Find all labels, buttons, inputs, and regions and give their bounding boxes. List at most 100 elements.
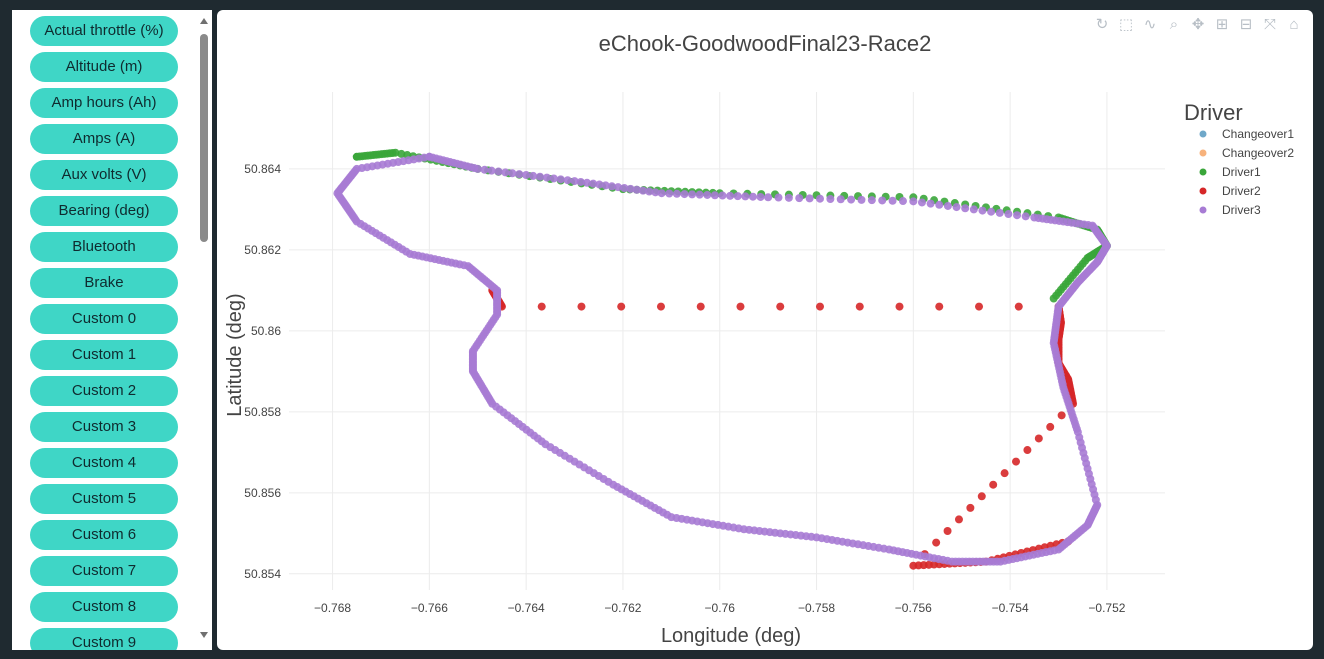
legend-label: Changeover1 xyxy=(1222,127,1294,141)
variable-button[interactable]: Custom 5 xyxy=(30,484,178,514)
data-point xyxy=(620,184,629,193)
data-point xyxy=(952,203,961,212)
x-tick-label: −0.758 xyxy=(798,601,835,615)
track-map-chart[interactable]: −0.768 −0.766 −0.764 −0.762 −0.76 −0.758 −0.75… xyxy=(217,10,1313,650)
pan-icon[interactable]: ✥ xyxy=(1191,16,1205,33)
legend-item[interactable]: Driver1 xyxy=(1199,165,1261,179)
variable-button[interactable]: Custom 3 xyxy=(30,412,178,442)
variable-button[interactable]: Custom 4 xyxy=(30,448,178,478)
series-driver1[interactable] xyxy=(352,148,1111,303)
data-point xyxy=(651,188,660,197)
variable-button[interactable]: Amp hours (Ah) xyxy=(30,88,178,118)
zoom-out-icon[interactable]: ⊟ xyxy=(1239,16,1253,33)
data-point xyxy=(826,195,835,204)
zoom-in-icon[interactable]: ⊞ xyxy=(1215,16,1229,33)
plot-modebar: ↻ ⬚ ∿ ⌕ ✥ ⊞ ⊟ ⤧ ⌂ xyxy=(1093,16,1303,34)
box-select-icon[interactable]: ⬚ xyxy=(1118,16,1134,33)
legend-marker xyxy=(1199,206,1207,214)
scroll-up-arrow-icon[interactable] xyxy=(200,18,208,24)
variable-button[interactable]: Bearing (deg) xyxy=(30,196,178,226)
data-point xyxy=(582,178,591,187)
data-point xyxy=(733,192,742,201)
legend-label: Driver2 xyxy=(1222,184,1261,198)
x-tick-label: −0.764 xyxy=(508,601,545,615)
data-point xyxy=(1000,469,1009,478)
series-driver2[interactable] xyxy=(488,286,1078,570)
data-point xyxy=(987,207,996,216)
data-point xyxy=(935,302,944,311)
data-point xyxy=(836,195,845,204)
chart-legend: Driver Changeover1 Changeover2 Driver1 Driv… xyxy=(1184,100,1294,217)
y-tick-label: 50.858 xyxy=(244,405,281,419)
data-point xyxy=(589,179,598,188)
data-point xyxy=(857,195,866,204)
autoscale-icon[interactable]: ⤧ xyxy=(1263,16,1276,33)
data-point xyxy=(975,302,984,311)
data-point xyxy=(672,189,681,198)
variable-sidebar: Actual throttle (%) Altitude (m) Amp hours… xyxy=(12,10,212,650)
data-point xyxy=(969,205,978,214)
data-point xyxy=(932,538,941,547)
legend-item[interactable]: Driver3 xyxy=(1199,203,1261,217)
data-point xyxy=(847,195,856,204)
data-point xyxy=(954,515,963,524)
data-point xyxy=(696,302,705,311)
variable-button[interactable]: Custom 1 xyxy=(30,340,178,370)
legend-item[interactable]: Driver2 xyxy=(1199,184,1261,198)
data-point xyxy=(805,194,814,203)
data-point xyxy=(688,190,697,199)
data-point xyxy=(487,166,496,175)
data-point xyxy=(926,199,935,208)
home-icon[interactable]: ⌂ xyxy=(1289,16,1299,33)
data-point xyxy=(515,170,524,179)
variable-button[interactable]: Custom 2 xyxy=(30,376,178,406)
y-tick-label: 50.854 xyxy=(244,567,281,581)
data-point xyxy=(935,200,944,209)
variable-button[interactable]: Custom 6 xyxy=(30,520,178,550)
zoom-icon[interactable]: ⌕ xyxy=(1169,16,1179,33)
series-driver3[interactable] xyxy=(333,152,1111,566)
variable-button[interactable]: Actual throttle (%) xyxy=(30,16,178,46)
data-point xyxy=(977,492,986,501)
data-point xyxy=(784,193,793,202)
data-point xyxy=(966,503,975,512)
data-point xyxy=(878,196,887,205)
data-point xyxy=(425,152,434,161)
variable-button[interactable]: Custom 7 xyxy=(30,556,178,586)
x-tick-label: −0.762 xyxy=(604,601,641,615)
variable-button[interactable]: Custom 9 xyxy=(30,628,178,650)
variable-button[interactable]: Aux volts (V) xyxy=(30,160,178,190)
data-point xyxy=(645,187,654,196)
lasso-icon[interactable]: ∿ xyxy=(1143,16,1157,33)
data-point xyxy=(549,174,558,183)
data-point xyxy=(1023,446,1032,455)
scroll-thumb[interactable] xyxy=(200,34,208,242)
variable-button[interactable]: Custom 8 xyxy=(30,592,178,622)
data-point xyxy=(1012,457,1021,466)
data-point xyxy=(680,190,689,199)
data-point xyxy=(480,165,489,174)
data-point xyxy=(776,302,785,311)
x-tick-label: −0.768 xyxy=(314,601,351,615)
x-tick-label: −0.76 xyxy=(705,601,736,615)
data-point xyxy=(570,177,579,186)
data-point xyxy=(352,152,361,161)
sidebar-scrollbar[interactable] xyxy=(199,14,209,644)
variable-button[interactable]: Altitude (m) xyxy=(30,52,178,82)
reset-icon[interactable]: ↻ xyxy=(1095,16,1109,33)
data-point xyxy=(989,480,998,489)
variable-button[interactable]: Bluetooth xyxy=(30,232,178,262)
variable-button[interactable]: Custom 0 xyxy=(30,304,178,334)
legend-item[interactable]: Changeover1 xyxy=(1199,127,1295,141)
data-point xyxy=(978,206,987,215)
data-point xyxy=(895,302,904,311)
variable-button[interactable]: Brake xyxy=(30,268,178,298)
chart-title: eChook-GoodwoodFinal23-Race2 xyxy=(599,31,932,56)
data-point xyxy=(617,302,626,311)
legend-item[interactable]: Changeover2 xyxy=(1199,146,1295,160)
data-point xyxy=(748,192,757,201)
data-point xyxy=(898,197,907,206)
scroll-down-arrow-icon[interactable] xyxy=(200,632,208,638)
variable-button[interactable]: Amps (A) xyxy=(30,124,178,154)
